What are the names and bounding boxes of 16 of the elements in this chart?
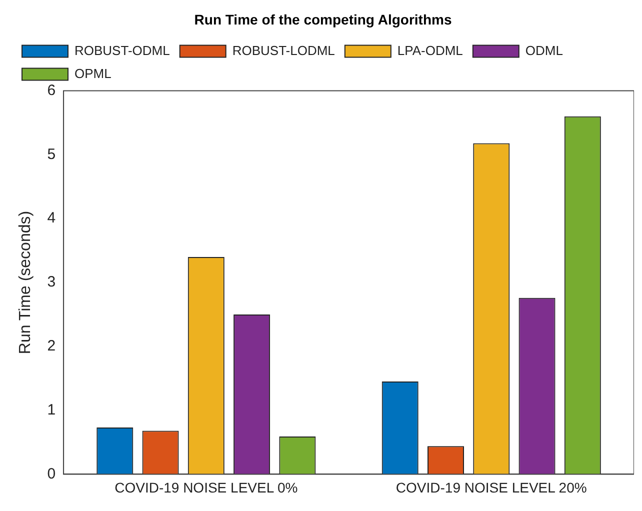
legend-label: ODML <box>525 42 563 58</box>
legend-label: LPA-ODML <box>397 42 463 58</box>
y-tick-label: 3 <box>47 274 56 291</box>
y-tick-label: 0 <box>47 465 56 482</box>
legend-label: OPML <box>74 66 112 81</box>
y-axis-title: Run Time (seconds) <box>17 210 34 354</box>
legend-label: ROBUST-LODML <box>232 42 335 58</box>
y-tick-label: 4 <box>47 210 56 227</box>
y-tick-label: 6 <box>47 82 56 99</box>
x-tick-label: COVID-19 NOISE LEVEL 20% <box>396 479 587 496</box>
y-tick-label: 1 <box>47 401 56 418</box>
legend-label: ROBUST-ODML <box>74 42 170 58</box>
y-tick-label: 2 <box>47 338 56 355</box>
chart-title: Run Time of the competing Algorithms <box>194 11 452 28</box>
x-tick-label: COVID-19 NOISE LEVEL 0% <box>114 479 298 496</box>
y-tick-label: 5 <box>47 146 56 163</box>
